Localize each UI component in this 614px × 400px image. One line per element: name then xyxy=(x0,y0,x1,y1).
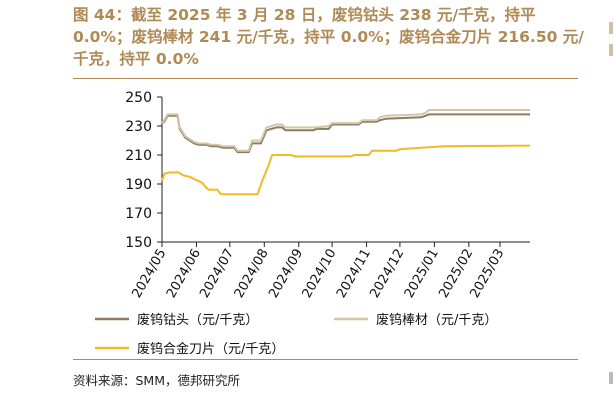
title-divider xyxy=(73,78,578,79)
legend-label: 废钨钴头（元/千克） xyxy=(137,312,258,328)
chart-series-layer xyxy=(161,109,531,196)
y-tick-label: 250 xyxy=(125,90,152,106)
adjacent-title-fragment xyxy=(609,44,613,56)
y-tick-label: 190 xyxy=(125,177,152,193)
adjacent-title-fragment xyxy=(609,22,613,34)
figure-title-block: 图 44：截至 2025 年 3 月 28 日，废钨钴头 238 元/千克，持平… xyxy=(73,4,593,70)
series-line-3 xyxy=(161,144,531,196)
y-tick-label: 170 xyxy=(125,206,152,222)
figure-title: 图 44：截至 2025 年 3 月 28 日，废钨钴头 238 元/千克，持平… xyxy=(73,6,584,68)
series-line-1 xyxy=(161,113,530,154)
y-tick-label: 230 xyxy=(125,119,152,135)
y-tick-label: 210 xyxy=(125,148,152,164)
y-tick-label: 150 xyxy=(125,235,152,251)
series-line-2 xyxy=(161,109,530,152)
legend-label: 废钨棒材（元/千克） xyxy=(376,312,497,328)
source-divider xyxy=(73,359,578,360)
adjacent-page-edge xyxy=(608,0,614,400)
chart-legend: 废钨钴头（元/千克） 废钨棒材（元/千克） 废钨合金刀片（元/千克） xyxy=(95,312,497,357)
source-note: 资料来源：SMM，德邦研究所 xyxy=(73,373,241,388)
chart-axes: 1501701902102302502024/052024/062024/072… xyxy=(125,90,530,301)
adjacent-source-fragment xyxy=(609,372,613,384)
legend-label: 废钨合金刀片（元/千克） xyxy=(137,341,284,357)
